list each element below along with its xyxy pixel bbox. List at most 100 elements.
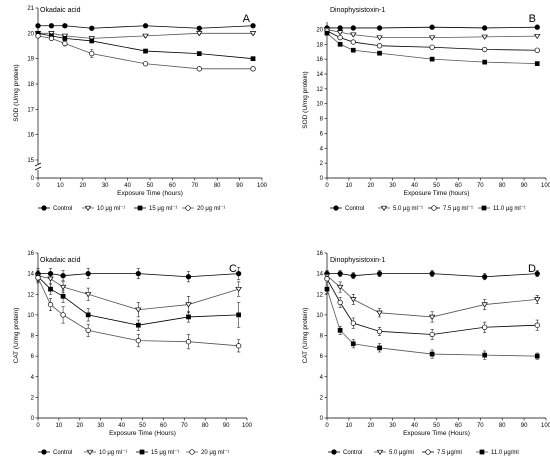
legend-marker xyxy=(84,205,92,212)
y-tick-label: 10 xyxy=(316,102,323,108)
legend-marker xyxy=(86,449,94,456)
data-point xyxy=(350,25,356,31)
data-point xyxy=(185,274,192,280)
data-point xyxy=(534,47,540,53)
data-point xyxy=(337,270,343,277)
legend-item: 5.0 μg/ml xyxy=(374,449,414,456)
x-tick-label: 100 xyxy=(257,183,268,189)
y-tick-label: 10 xyxy=(27,313,34,319)
x-tick-label: 50 xyxy=(433,423,440,429)
data-point xyxy=(534,297,541,303)
data-point xyxy=(428,314,436,321)
data-point xyxy=(482,59,488,65)
series-0 xyxy=(35,267,242,283)
x-axis-label: Exposure Time (Hours) xyxy=(403,430,470,437)
x-tick-label: 50 xyxy=(139,423,146,429)
data-point xyxy=(337,34,343,41)
y-axis-label: CAT (U/mg protein) xyxy=(13,308,20,364)
y-tick-label: 12 xyxy=(27,292,34,298)
x-tick-label: 90 xyxy=(236,183,243,189)
data-point xyxy=(534,33,541,40)
legend-item: Control xyxy=(38,449,72,456)
data-point xyxy=(142,33,149,39)
y-axis-label: SOD (U/mg protein) xyxy=(302,71,309,128)
data-point xyxy=(196,31,203,37)
y-tick-label: 2 xyxy=(31,395,35,401)
data-point xyxy=(60,312,66,318)
legend-item: 10 μg ml⁻¹ xyxy=(84,449,127,456)
x-tick-label: 20 xyxy=(79,183,86,189)
y-tick-label: 16 xyxy=(27,133,34,139)
x-tick-label: 20 xyxy=(367,423,374,429)
data-point xyxy=(62,23,68,29)
x-tick-label: 30 xyxy=(102,183,109,189)
y-tick-label: 6 xyxy=(320,354,324,360)
data-point xyxy=(59,284,67,291)
data-point xyxy=(84,292,92,298)
panel-title: Okadaic acid xyxy=(40,257,81,264)
y-tick-label: 8 xyxy=(31,334,35,340)
panel-a: Okadaic acid A 0 10 20 30 40 50 60 70 80 90 100 0 15 16… xyxy=(13,6,268,212)
data-point xyxy=(337,327,343,333)
x-tick-label: 90 xyxy=(521,423,528,429)
x-tick-label: 30 xyxy=(389,423,396,429)
x-tick-label: 10 xyxy=(346,423,353,429)
data-point xyxy=(196,51,202,56)
y-tick-label: 0 xyxy=(320,176,324,182)
y-tick-label: 16 xyxy=(316,251,323,257)
data-point xyxy=(236,312,241,318)
y-tick-label: 20 xyxy=(316,27,323,33)
x-tick-label: 90 xyxy=(521,183,528,189)
series-2 xyxy=(324,274,540,340)
x-tick-label: 40 xyxy=(124,183,131,189)
data-point xyxy=(48,286,53,292)
data-point xyxy=(429,270,435,277)
x-tick-label: 30 xyxy=(97,423,104,429)
legend-marker xyxy=(41,449,47,455)
data-point xyxy=(482,25,488,31)
series-1 xyxy=(323,27,541,41)
data-point xyxy=(324,286,330,292)
data-point xyxy=(337,299,343,306)
legend-marker xyxy=(139,449,145,455)
data-point xyxy=(482,352,488,358)
data-point xyxy=(142,61,149,67)
data-point xyxy=(142,23,149,29)
legend-item: Control xyxy=(328,449,362,456)
legend-marker xyxy=(331,449,337,455)
x-tick-label: 100 xyxy=(541,423,550,429)
series-3 xyxy=(35,33,256,72)
data-point xyxy=(62,36,68,41)
x-tick-label: 20 xyxy=(367,183,374,189)
y-tick-label: 2 xyxy=(320,395,324,401)
x-tick-label: 80 xyxy=(202,423,209,429)
legend-label: 7.5 μg/ml xyxy=(437,450,462,456)
y-tick-label: 4 xyxy=(320,375,324,381)
x-tick-label: 10 xyxy=(346,183,353,189)
data-point xyxy=(429,331,435,338)
data-point xyxy=(48,35,55,42)
data-point xyxy=(534,270,540,277)
data-point xyxy=(376,310,383,316)
data-point xyxy=(196,25,202,31)
y-tick-label: 12 xyxy=(316,292,323,298)
data-point xyxy=(62,40,68,47)
x-tick-label: 20 xyxy=(76,423,83,429)
data-point xyxy=(135,322,141,328)
data-point xyxy=(337,25,343,31)
legend-item: 7.5 μg ml⁻¹ xyxy=(428,205,473,212)
x-tick-label: 40 xyxy=(411,423,418,429)
data-point xyxy=(48,23,55,29)
data-point xyxy=(47,276,54,282)
legend-item: 5.0 μg ml⁻¹ xyxy=(378,205,423,212)
series-3 xyxy=(35,272,242,353)
y-tick-label: 15 xyxy=(27,158,34,164)
legend-label: 5.0 μg/ml xyxy=(389,450,414,456)
axis-break-mark xyxy=(34,166,42,171)
legend-marker xyxy=(380,205,388,212)
y-tick-label: 17 xyxy=(27,107,34,113)
y-tick-label: 8 xyxy=(320,117,324,123)
series-2 xyxy=(35,271,241,331)
data-point xyxy=(35,275,41,281)
data-point xyxy=(249,31,257,37)
